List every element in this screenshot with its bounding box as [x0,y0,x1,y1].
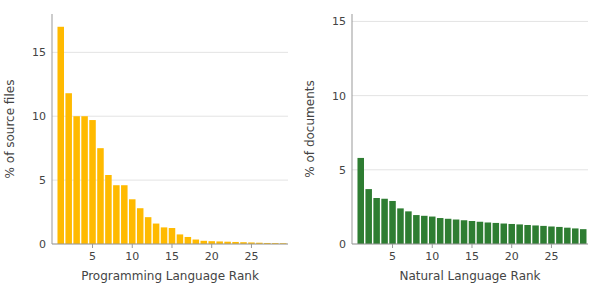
bar [89,120,96,244]
bar [185,237,192,244]
y-tick-label: 15 [332,15,346,28]
bar [97,148,104,244]
panel: 0 5 10 15 5 10 15 20 25 Programming Language Rank… [3,14,288,283]
bar [137,208,144,244]
grid-line [352,21,588,22]
bar [161,227,168,244]
x-axis-label: Programming Language Rank [81,269,259,283]
bar [169,228,176,244]
bar [113,185,120,244]
bar [405,211,412,244]
bar [524,225,531,244]
y-tick-label: 10 [332,90,346,103]
x-tick [471,244,472,248]
y-tick-label: 5 [339,164,346,177]
bar [485,222,492,244]
bar [73,116,80,244]
bar [564,228,571,244]
bar [477,222,484,244]
bar [421,216,428,244]
x-tick-label: 10 [125,250,139,263]
bar [572,228,579,244]
x-tick [171,244,172,248]
x-axis-label: Natural Language Rank [399,269,540,283]
bar [437,218,444,244]
bar [81,116,88,244]
bar [445,219,452,244]
y-tick-label: 0 [339,238,346,251]
x-tick-label: 10 [425,250,439,263]
bar [57,27,64,244]
bar [532,225,539,244]
chart-canvas: 0 5 10 15 5 10 15 20 25 Programming Language Rank… [0,0,600,290]
grid-line [52,52,288,53]
x-tick-label: 5 [389,250,396,263]
bar [580,229,587,244]
x-axis-line [352,244,588,245]
bar [121,185,128,244]
x-tick-label: 20 [205,250,219,263]
bar [493,223,500,244]
x-tick-label: 15 [165,250,179,263]
bar [153,224,160,244]
grid-line [352,169,588,170]
x-tick [511,244,512,248]
x-tick-label: 5 [89,250,96,263]
bar [129,199,136,244]
bar [508,224,515,244]
bar [65,93,72,244]
bar [365,189,372,244]
x-tick-label: 25 [544,250,558,263]
bars [57,27,286,244]
bar [357,158,364,244]
y-axis-label: % of documents [303,80,317,177]
x-tick-label: 15 [465,250,479,263]
bars [357,158,586,244]
bar [105,175,112,244]
bar [429,217,436,244]
x-tick [432,244,433,248]
x-tick [551,244,552,248]
bar [469,221,476,244]
y-tick-label: 5 [39,174,46,187]
bar [461,220,468,244]
y-axis-label: % of source files [3,80,17,179]
bar [397,208,404,244]
bar [540,226,547,244]
x-tick [211,244,212,248]
panel: 0 5 10 15 5 10 15 20 25 Natural Language Rank % of… [303,14,588,283]
bar [373,198,380,244]
x-tick-label: 20 [505,250,519,263]
bar [556,227,563,244]
y-axis-line [352,14,353,244]
bar [453,220,460,244]
y-tick-label: 15 [32,46,46,59]
x-tick-label: 25 [244,250,258,263]
y-tick-label: 10 [32,110,46,123]
x-tick [251,244,252,248]
bar [501,224,508,244]
x-tick [92,244,93,248]
bar [193,240,200,244]
x-axis-line [52,244,288,245]
grid-line [352,244,588,245]
y-tick-label: 0 [39,238,46,251]
bar [413,215,420,244]
x-tick [132,244,133,248]
grid-line [52,244,288,245]
bar [145,217,152,244]
bar [389,201,396,244]
bar [516,224,523,244]
grid-line [352,95,588,96]
bar [381,199,388,244]
bar [548,226,555,244]
x-tick [392,244,393,248]
y-axis-line [52,14,53,244]
bar [177,234,184,244]
